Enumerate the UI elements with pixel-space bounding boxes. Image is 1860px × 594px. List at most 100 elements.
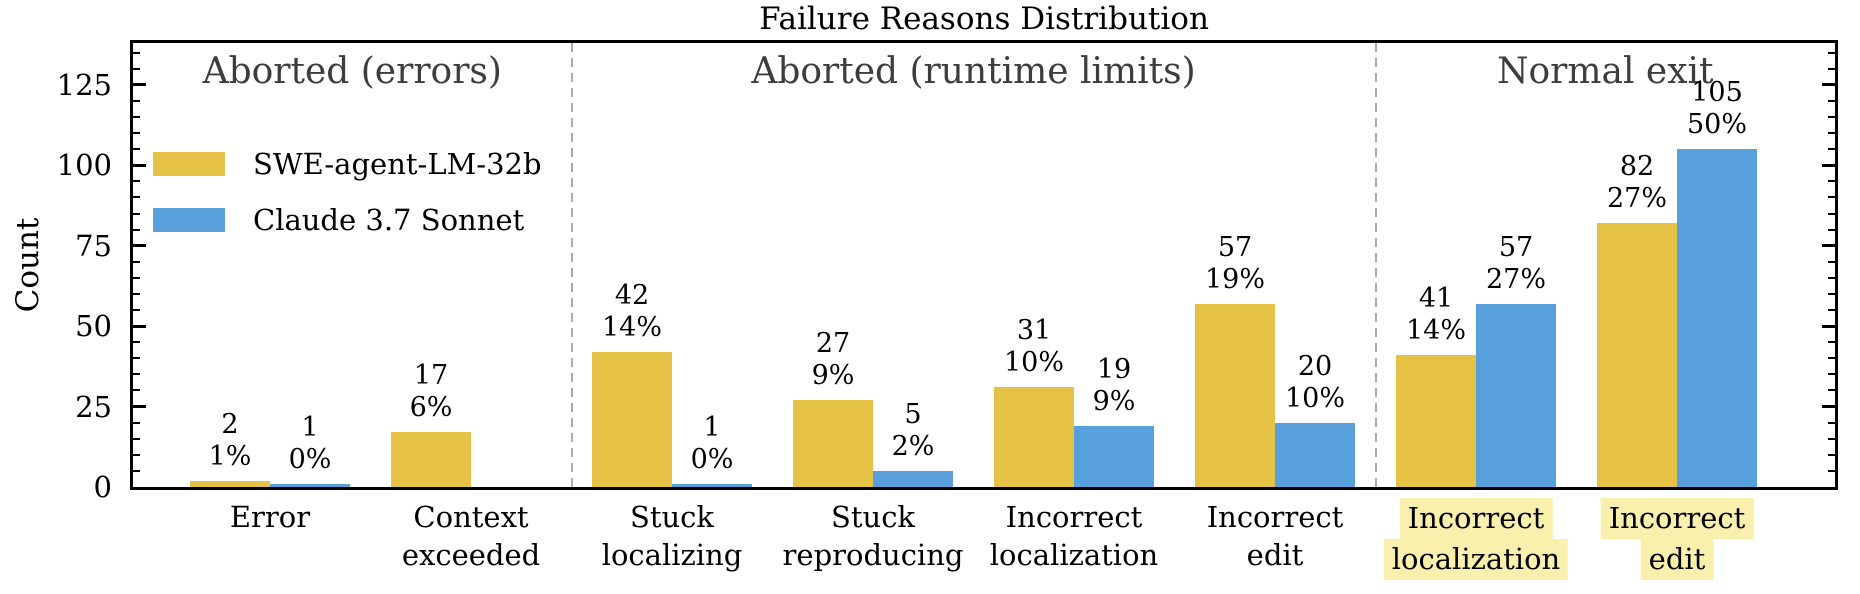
bar-count: 17: [413, 360, 449, 392]
bar-value-label: 57 19%: [1205, 232, 1265, 296]
x-category-label-line: Incorrect: [1399, 498, 1553, 539]
x-category-label: Context exceeded: [395, 498, 547, 574]
y-tick-label: 75: [75, 228, 112, 263]
x-category-label: Incorrect localization: [983, 498, 1165, 574]
y-tick-minor: [1828, 341, 1835, 344]
bar-value-label: 1 0%: [289, 412, 332, 476]
bar-percent: 2%: [891, 430, 935, 462]
bar-claude-3-7-sonnet-7: [1677, 149, 1757, 487]
bar-count: 1: [301, 411, 319, 443]
bar-claude-3-7-sonnet-3: [873, 470, 953, 487]
bar-value-label: 17 6%: [410, 360, 453, 424]
bar-swe-agent-lm-32b-4: [994, 387, 1074, 487]
y-tick-minor: [133, 67, 140, 70]
x-category-label-line: edit: [1246, 538, 1304, 572]
x-category-label: Stuck localizing: [595, 498, 750, 574]
bar-value-label: 20 10%: [1285, 351, 1345, 415]
bar-value-label: 27 9%: [812, 328, 855, 392]
legend: SWE-agent-LM-32b Claude 3.7 Sonnet: [153, 149, 542, 261]
bar-count: 105: [1691, 77, 1743, 109]
y-tick-minor: [133, 341, 140, 344]
x-category-label-line: Incorrect: [1600, 498, 1754, 539]
x-category-label-line: Error: [229, 500, 311, 534]
bar-value-label: 19 9%: [1093, 354, 1136, 418]
y-tick-minor: [1828, 389, 1835, 392]
bar-value-label: 1 0%: [691, 412, 734, 476]
y-tick-major: [1822, 163, 1835, 167]
bar-claude-3-7-sonnet-6: [1476, 303, 1556, 487]
bar-percent: 9%: [1092, 385, 1136, 417]
bar-percent: 0%: [288, 443, 332, 475]
bar-count: 1: [703, 411, 721, 443]
y-tick-major: [133, 163, 146, 167]
bar-count: 19: [1096, 353, 1132, 385]
y-tick-minor: [1828, 276, 1835, 279]
bar-value-label: 31 10%: [1004, 315, 1064, 379]
y-tick-minor: [133, 148, 140, 151]
y-tick-minor: [133, 116, 140, 118]
y-tick-minor: [1828, 51, 1835, 54]
bar-percent: 14%: [601, 311, 663, 343]
y-tick-minor: [133, 292, 140, 295]
legend-label-swe-agent-lm-32b: SWE-agent-LM-32b: [253, 147, 542, 181]
bar-value-label: 2 1%: [209, 409, 252, 473]
y-tick-major: [1822, 244, 1835, 248]
y-tick-minor: [1828, 148, 1835, 151]
bar-percent: 14%: [1405, 315, 1467, 347]
x-category-label: Incorrect edit: [1200, 498, 1351, 574]
y-tick-minor: [1828, 309, 1835, 312]
legend-item-swe-agent-lm-32b: SWE-agent-LM-32b: [153, 149, 542, 179]
section-header: Aborted (errors): [202, 51, 502, 92]
bar-percent: 10%: [1003, 347, 1065, 379]
legend-item-claude-3-7-sonnet: Claude 3.7 Sonnet: [153, 205, 542, 235]
bar-percent: 0%: [690, 443, 734, 475]
bar-swe-agent-lm-32b-6: [1396, 355, 1476, 487]
bar-claude-3-7-sonnet-5: [1275, 422, 1355, 487]
y-tick-minor: [133, 99, 140, 102]
y-tick-minor: [1828, 469, 1835, 472]
y-tick-minor: [1828, 421, 1835, 424]
y-tick-minor: [133, 453, 140, 456]
bar-value-label: 41 14%: [1406, 283, 1466, 347]
y-tick-major: [1822, 324, 1835, 328]
y-tick-minor: [133, 421, 140, 424]
x-category-label-line: Stuck: [830, 500, 916, 534]
y-tick-minor: [1828, 357, 1835, 360]
bar-swe-agent-lm-32b-3: [793, 400, 873, 487]
y-tick-minor: [133, 309, 140, 312]
legend-swatch-yellow: [153, 152, 225, 176]
y-axis-label: Count: [10, 217, 46, 313]
y-tick-major: [133, 83, 146, 87]
y-tick-minor: [1828, 212, 1835, 215]
y-tick-minor: [1828, 260, 1835, 263]
bar-count: 57: [1217, 231, 1253, 263]
bar-value-label: 82 27%: [1607, 151, 1667, 215]
bar-value-label: 42 14%: [602, 280, 662, 344]
bar-count: 5: [904, 398, 922, 430]
bar-swe-agent-lm-32b-7: [1597, 223, 1677, 487]
bar-count: 27: [815, 328, 851, 360]
y-tick-major: [1822, 405, 1835, 409]
bar-value-label: 105 50%: [1687, 77, 1747, 141]
bar-swe-agent-lm-32b-0: [190, 480, 270, 487]
legend-label-claude-3-7-sonnet: Claude 3.7 Sonnet: [253, 203, 525, 237]
bar-count: 82: [1619, 151, 1655, 183]
bar-swe-agent-lm-32b-1: [391, 432, 471, 487]
y-tick-major: [133, 405, 146, 409]
y-tick-minor: [1828, 292, 1835, 295]
bar-percent: 50%: [1686, 109, 1748, 141]
bar-percent: 10%: [1284, 382, 1346, 414]
section-separator: [1374, 43, 1377, 487]
x-category-label-line: reproducing: [782, 538, 964, 572]
bar-count: 57: [1498, 231, 1534, 263]
y-tick-minor: [133, 228, 140, 231]
y-tick-minor: [1828, 116, 1835, 118]
y-tick-minor: [1828, 67, 1835, 70]
y-tick-minor: [133, 373, 140, 376]
bar-count: 41: [1418, 283, 1454, 315]
x-category-label-line: localization: [1383, 539, 1569, 580]
x-category-label-line: Context: [413, 500, 529, 534]
x-category-label-line: Stuck: [629, 500, 714, 534]
y-tick-minor: [1828, 453, 1835, 456]
x-category-label: Error: [223, 498, 317, 536]
